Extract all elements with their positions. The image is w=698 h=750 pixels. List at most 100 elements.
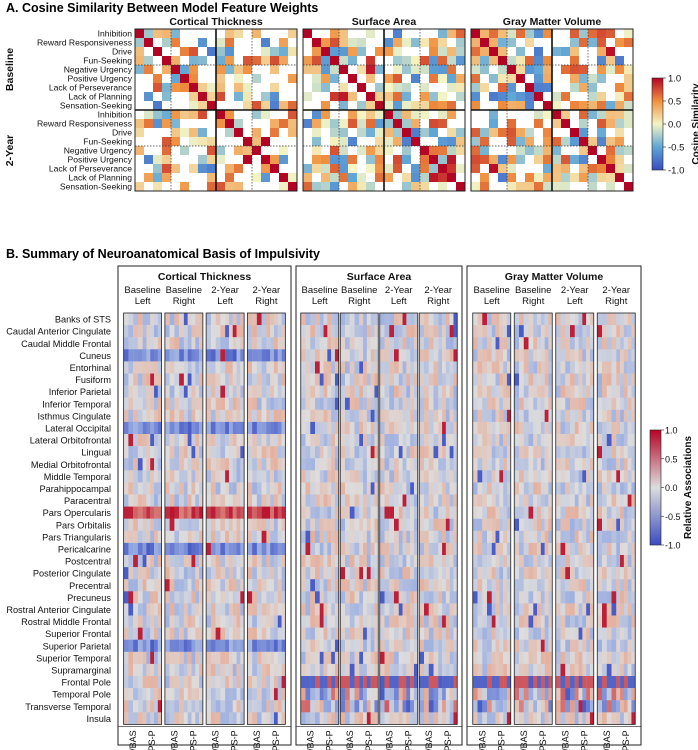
panel-b-cell <box>472 373 478 386</box>
panel-b-cell <box>574 397 579 410</box>
panel-b-cell <box>146 530 151 544</box>
panel-a-cell <box>261 38 270 47</box>
panel-b-cell <box>191 663 196 677</box>
panel-b-cell <box>433 434 439 447</box>
panel-b-cell <box>310 627 316 640</box>
panel-b-cell <box>277 591 282 604</box>
panel-b-cell <box>142 434 147 447</box>
panel-a-cell <box>534 83 543 92</box>
panel-b-cell <box>606 421 612 435</box>
panel-b-cell <box>606 676 612 689</box>
panel-b-cell <box>183 567 188 580</box>
panel-b-cell <box>560 603 566 616</box>
panel-b-cell <box>232 482 237 495</box>
panel-b-cell <box>438 434 443 447</box>
panel-b-cell <box>394 627 399 640</box>
panel-b-cell <box>281 361 286 374</box>
panel-b-cell <box>349 615 355 628</box>
panel-b-cell <box>402 446 407 459</box>
panel-b-cell <box>187 337 192 350</box>
panel-b-cell <box>340 542 346 556</box>
panel-b-cell <box>277 470 282 483</box>
panel-b-cell <box>169 627 175 640</box>
panel-b-cell <box>503 470 508 483</box>
panel-b-cell <box>281 373 286 386</box>
panel-b-cell <box>428 361 434 374</box>
panel-b-cell <box>154 506 159 519</box>
panel-b-cell <box>310 603 316 616</box>
panel-b-cell <box>157 579 162 592</box>
panel-b-cell <box>616 651 621 665</box>
panel-b-cell <box>540 349 545 362</box>
panel-b-cell <box>384 409 390 423</box>
panel-b-cell <box>315 361 320 374</box>
panel-b-cell <box>491 349 496 362</box>
panel-b-cell <box>225 421 230 435</box>
panel-b-cell <box>442 700 447 713</box>
panel-b-cell <box>334 688 339 701</box>
panel-b-cell <box>623 700 628 713</box>
panel-a-cell <box>438 155 447 164</box>
panel-b-cell <box>225 591 230 604</box>
panel-b-cell <box>482 518 488 531</box>
panel-b-cell <box>169 337 175 350</box>
panel-b-cell <box>519 337 524 350</box>
panel-b-cell <box>442 421 447 435</box>
panel-b-cell <box>519 712 524 725</box>
panel-b-cell <box>620 567 625 580</box>
panel-a-cell <box>543 155 552 164</box>
panel-b-cell <box>477 700 483 713</box>
panel-b-cell <box>277 373 282 386</box>
panel-b-cell <box>631 409 636 423</box>
panel-b-cell <box>210 506 216 519</box>
panel-b-cell <box>611 688 617 701</box>
panel-b-cell <box>523 567 529 580</box>
panel-b-cell <box>555 700 561 713</box>
panel-b-row-label: Middle Temporal <box>44 472 111 482</box>
panel-b-cell <box>146 313 151 326</box>
panel-b-cell <box>169 542 175 556</box>
panel-b-cell <box>323 313 328 326</box>
panel-a-cell <box>411 56 420 65</box>
panel-a-cell <box>579 110 588 119</box>
panel-a-cell <box>153 119 162 128</box>
panel-a-cell <box>198 56 207 65</box>
panel-b-cell <box>315 421 320 435</box>
panel-b-cell <box>523 397 529 410</box>
panel-b-cell <box>523 712 529 725</box>
panel-b-cell <box>128 700 134 713</box>
panel-b-cell <box>544 313 549 326</box>
panel-b-cell <box>137 676 143 689</box>
panel-b-cell <box>433 530 439 544</box>
panel-a-column-group-label: Surface Area <box>352 16 417 28</box>
panel-b-cell <box>256 494 262 507</box>
panel-b-cell <box>225 409 230 423</box>
panel-a-cell <box>339 101 348 110</box>
panel-b-cell <box>374 663 379 677</box>
panel-b-cell <box>394 470 399 483</box>
panel-b-cell <box>570 518 575 531</box>
panel-b-cell <box>270 639 275 652</box>
panel-a-cell <box>615 38 624 47</box>
panel-b-cell <box>389 615 395 628</box>
panel-b-cell <box>266 567 271 580</box>
panel-b-cell <box>503 591 508 604</box>
panel-b-cell <box>319 397 324 410</box>
panel-a-cell <box>597 74 606 83</box>
panel-a-cell <box>471 92 480 101</box>
panel-b-cell <box>169 615 175 628</box>
panel-a-cell <box>525 128 534 137</box>
panel-b-cell <box>323 458 328 471</box>
panel-b-cell <box>389 542 395 556</box>
panel-b-cell <box>482 446 488 459</box>
panel-b-cell <box>442 337 447 350</box>
panel-b-cell <box>228 603 233 616</box>
panel-b-cell <box>150 373 155 386</box>
panel-b-cell <box>183 542 188 556</box>
panel-b-cell <box>537 567 542 580</box>
panel-b-cell <box>424 700 429 713</box>
panel-b-cell <box>146 591 151 604</box>
panel-b-cell <box>482 349 488 362</box>
panel-b-cell <box>199 555 204 568</box>
panel-a-cell <box>207 155 216 164</box>
